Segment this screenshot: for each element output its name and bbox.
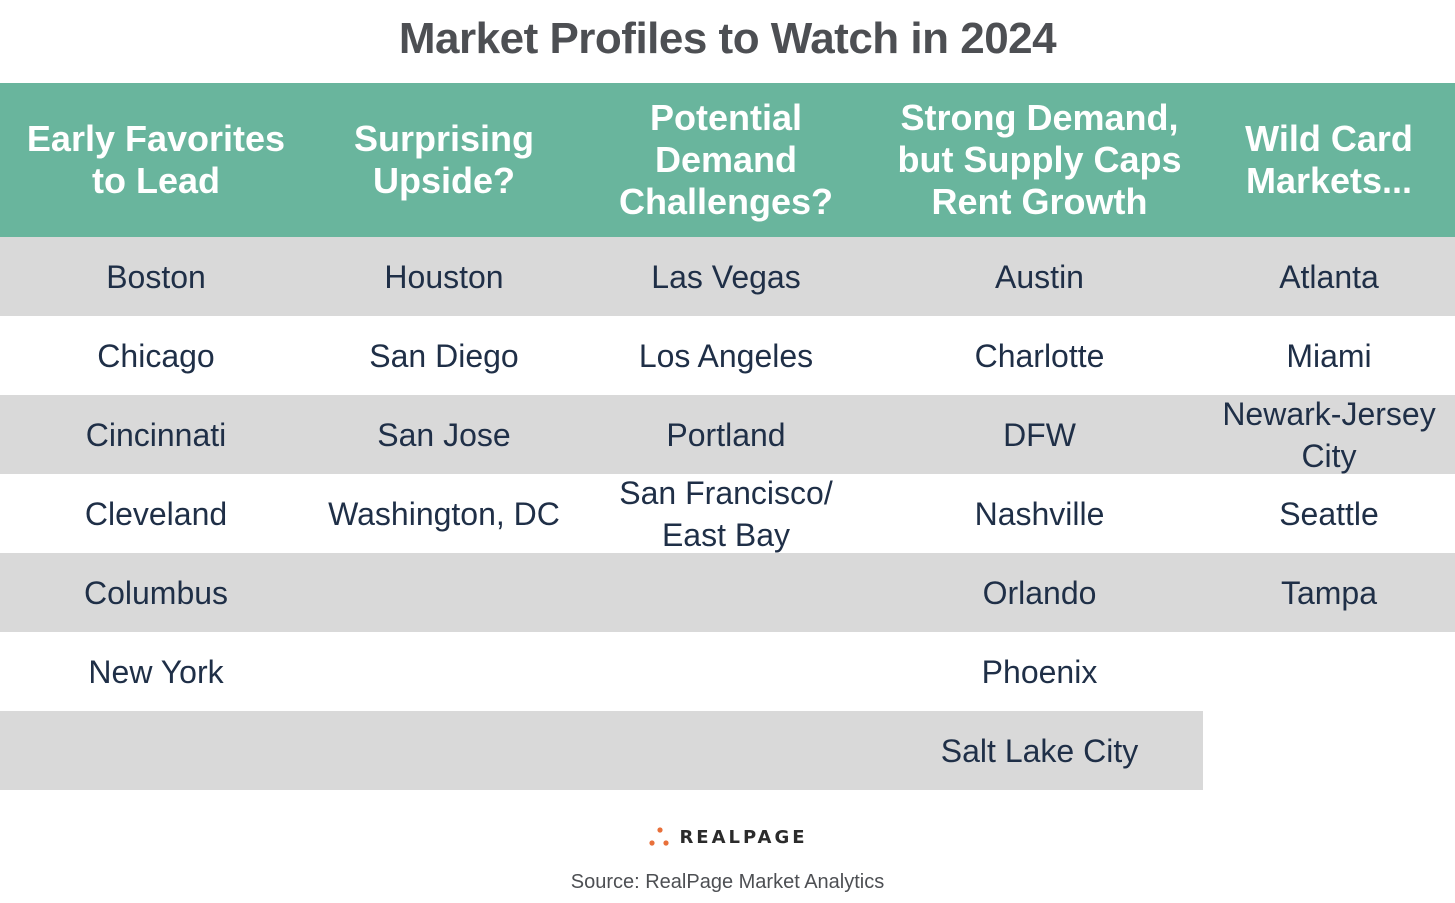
table-cell: Orlando — [876, 553, 1203, 632]
table-cell: Columbus — [0, 553, 312, 632]
table-cell: Atlanta — [1203, 237, 1455, 316]
table-cell: Phoenix — [981, 653, 1098, 690]
table-header: Early Favorites to Lead Surprising Upsid… — [0, 83, 1455, 237]
table-cell: Nashville — [974, 495, 1105, 532]
table-cell: Newark-Jersey City — [1203, 395, 1455, 474]
table-cell: Los Angeles — [638, 337, 814, 374]
table-cell: Boston — [0, 237, 312, 316]
table-row: Cleveland Washington, DC San Francisco/ … — [0, 474, 1455, 553]
logo-dots-icon — [649, 827, 670, 846]
table-row: New York Phoenix — [0, 632, 1455, 711]
table-cell — [576, 632, 876, 711]
table-row: Chicago San Diego Los Angeles Charlotte … — [0, 316, 1455, 395]
table-cell: San Diego — [369, 337, 519, 374]
table-cell — [312, 553, 576, 632]
table-cell: San Francisco/ East Bay — [619, 474, 833, 553]
table-cell: Houston — [312, 237, 576, 316]
table-cell: Las Vegas — [576, 237, 876, 316]
column-header-surprising-upside: Surprising Upside? — [353, 118, 535, 201]
table-cell: Salt Lake City — [876, 711, 1203, 790]
source-note: Source: RealPage Market Analytics — [570, 871, 885, 893]
table-cell: Washington, DC — [328, 495, 560, 532]
table-cell — [576, 711, 876, 790]
table-cell — [576, 553, 876, 632]
table-row: Cincinnati San Jose Portland DFW Newark-… — [0, 395, 1455, 474]
table-cell — [1203, 632, 1455, 711]
table-cell — [312, 632, 576, 711]
table-cell — [312, 711, 576, 790]
column-header-early-favorites: Early Favorites to Lead — [26, 118, 286, 201]
table-cell: Austin — [876, 237, 1203, 316]
table-cell — [0, 711, 312, 790]
realpage-logo: REALPAGE — [0, 826, 1455, 848]
page-title: Market Profiles to Watch in 2024 — [398, 14, 1057, 63]
table-cell: Chicago — [97, 337, 215, 374]
table-row: Salt Lake City — [0, 711, 1455, 790]
table-cell: Portland — [576, 395, 876, 474]
table-cell: New York — [88, 653, 224, 690]
table-cell — [1203, 711, 1455, 790]
table-cell: Cleveland — [84, 495, 228, 532]
column-header-wild-card: Wild Card Markets... — [1245, 118, 1413, 201]
column-header-strong-demand: Strong Demand, but Supply Caps Rent Grow… — [897, 97, 1182, 222]
table-cell: Tampa — [1203, 553, 1455, 632]
logo-text: REALPAGE — [679, 826, 808, 848]
table-cell: Seattle — [1279, 495, 1379, 532]
table-cell: Charlotte — [974, 337, 1105, 374]
table-row: Columbus Orlando Tampa — [0, 553, 1455, 632]
table-cell: Miami — [1286, 337, 1372, 374]
table-row: Boston Houston Las Vegas Austin Atlanta — [0, 237, 1455, 316]
table-cell: San Jose — [312, 395, 576, 474]
table-cell: Cincinnati — [0, 395, 312, 474]
table-cell: DFW — [876, 395, 1203, 474]
column-header-demand-challenges: Potential Demand Challenges? — [618, 97, 834, 222]
